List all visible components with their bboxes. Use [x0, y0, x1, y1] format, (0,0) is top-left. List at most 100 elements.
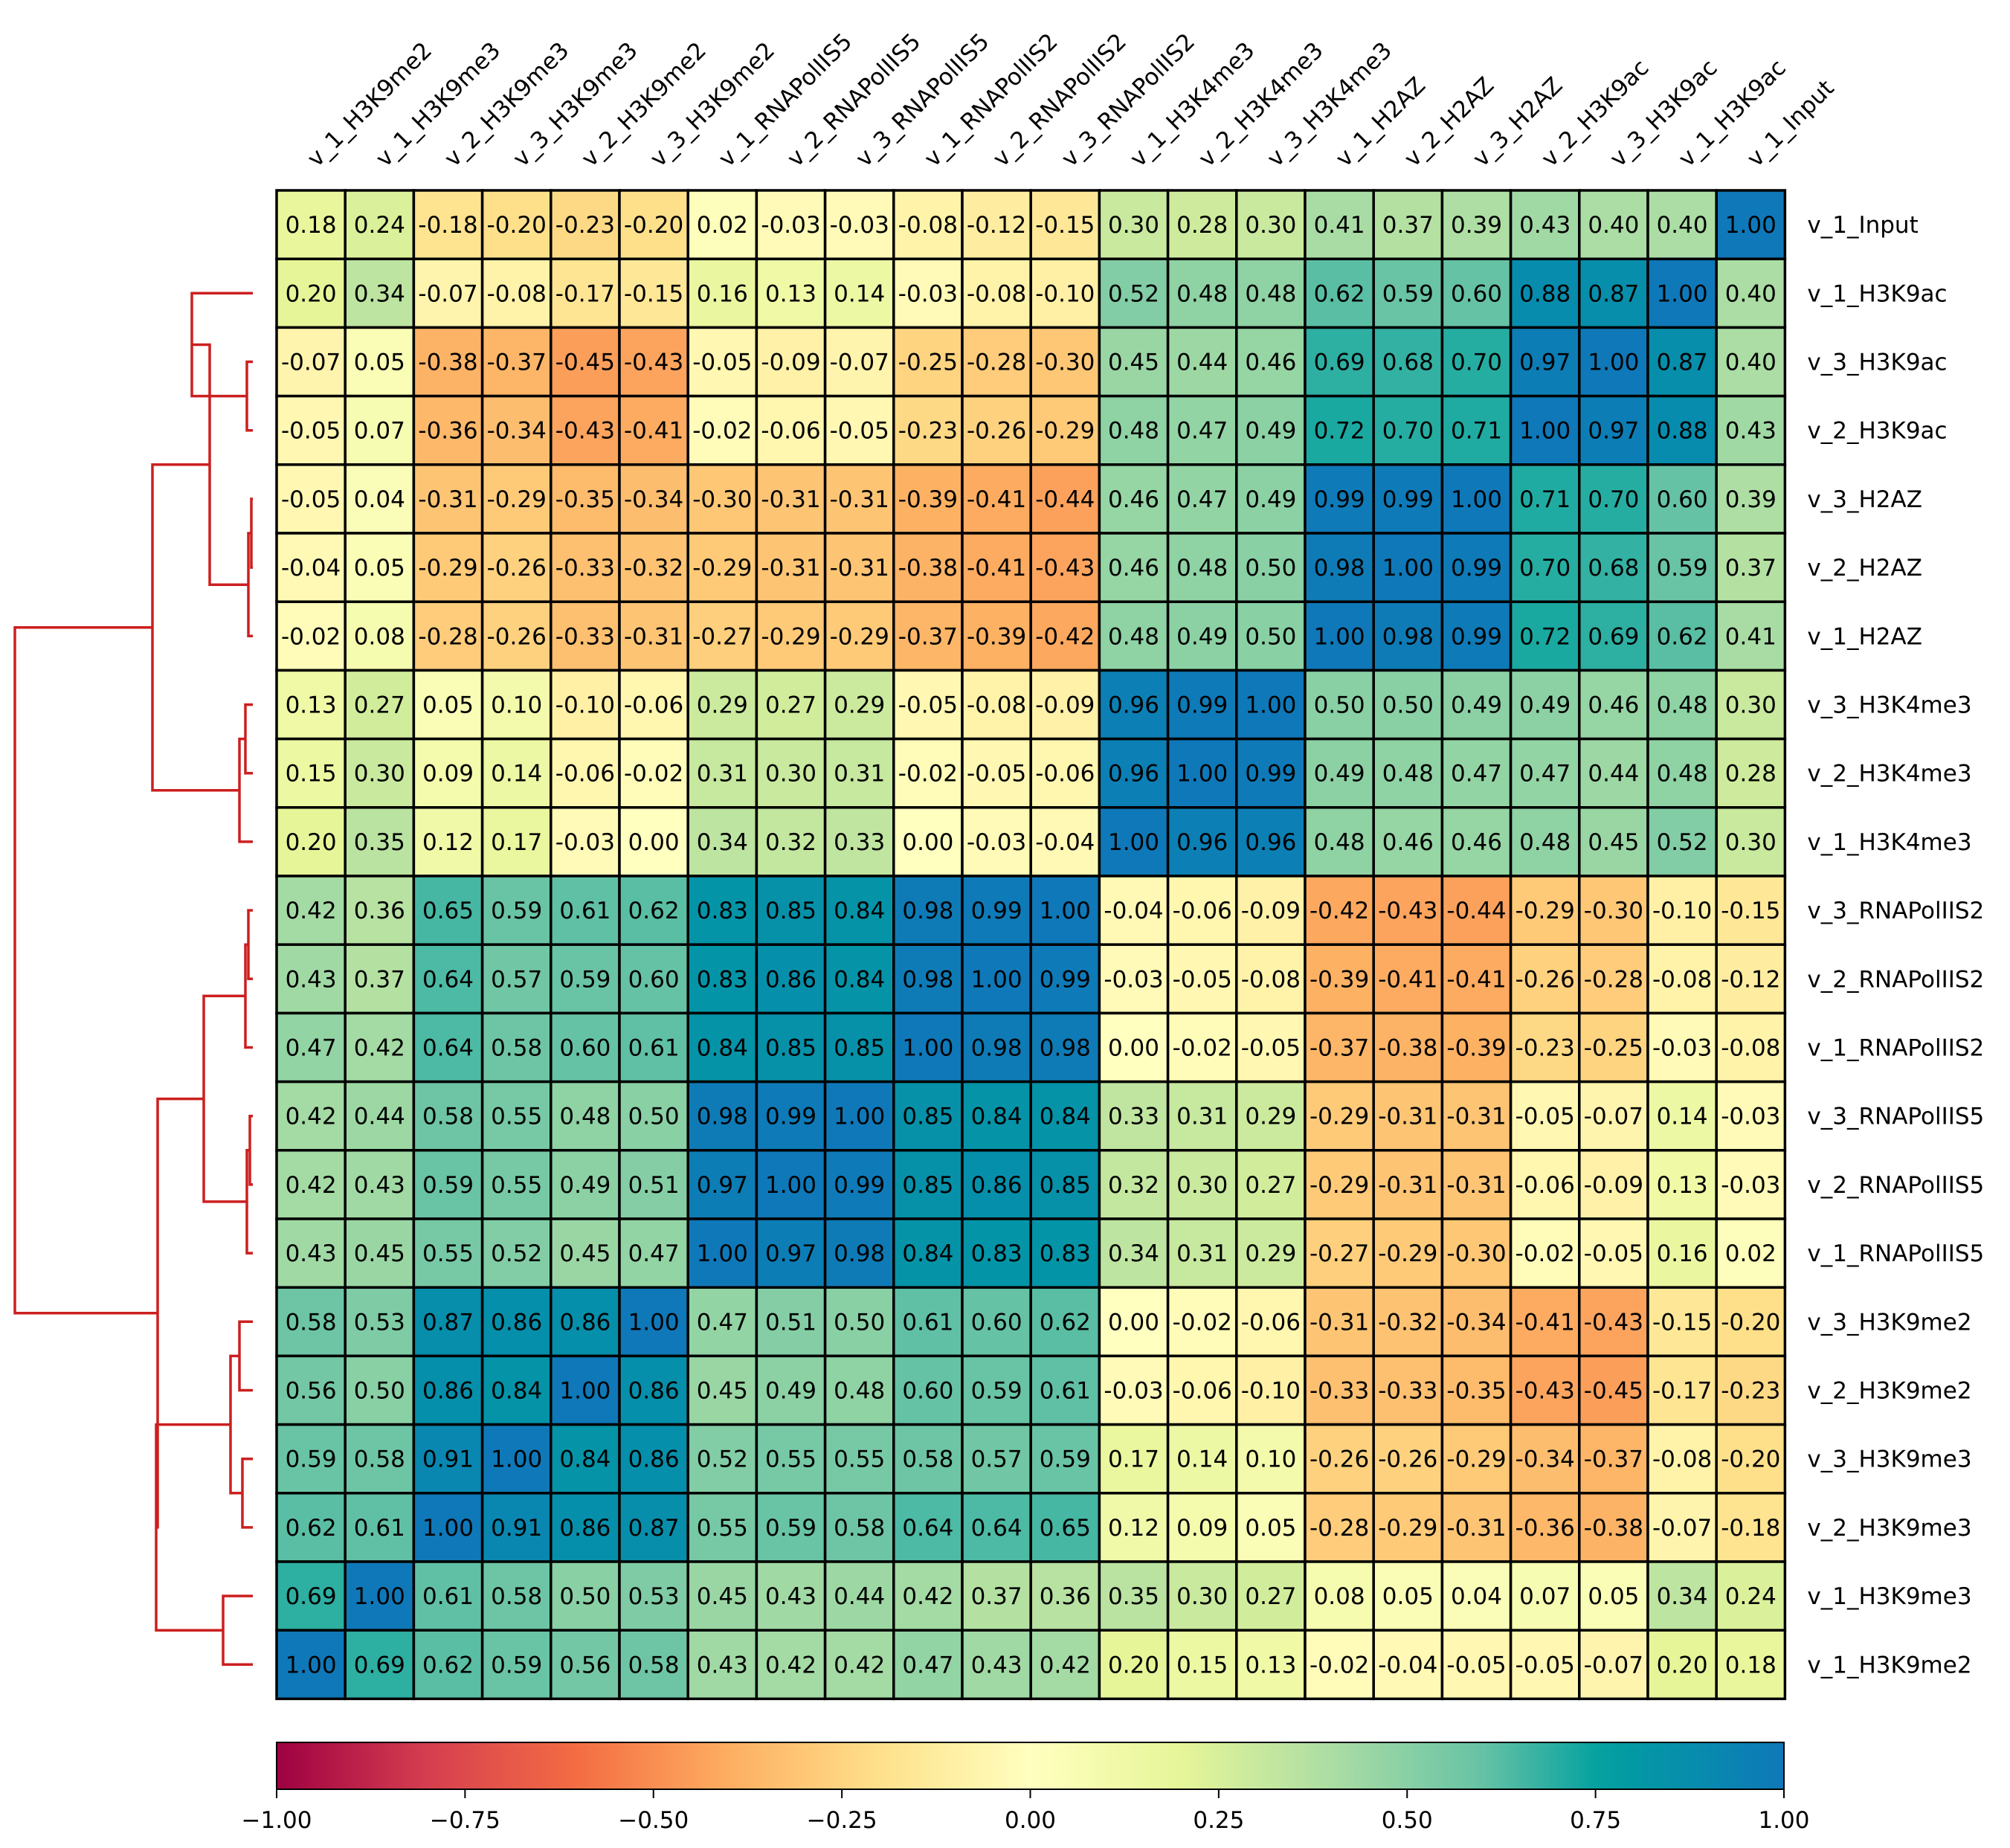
cell-value-label: 0.55 — [697, 1515, 748, 1542]
cell-value-label: -0.31 — [418, 486, 477, 513]
cell-value-label: -0.17 — [555, 280, 615, 307]
cell-value-label: -0.32 — [1378, 1309, 1437, 1336]
cell-value-label: 0.30 — [765, 761, 816, 788]
heatmap-cell — [1440, 669, 1513, 741]
cell-value-label: 0.97 — [697, 1172, 748, 1199]
cell-value-label: -0.41 — [967, 555, 1026, 582]
heatmap-cell — [550, 737, 621, 809]
heatmap-cell — [686, 806, 758, 878]
cell-value-label: 0.71 — [1519, 486, 1571, 513]
cell-value-label: 0.43 — [286, 966, 337, 993]
heatmap-cell — [618, 1217, 689, 1289]
heatmap-cell — [1235, 600, 1307, 672]
heatmap-cell — [275, 737, 347, 809]
cell-value-label: 0.46 — [1245, 350, 1296, 376]
cell-value-label: -0.39 — [1446, 1035, 1506, 1062]
heatmap-cell — [344, 1080, 416, 1152]
cell-value-label: 0.34 — [1657, 1583, 1708, 1610]
cell-value-label: -0.03 — [1104, 966, 1163, 993]
cell-value-label: -0.28 — [418, 623, 477, 650]
cell-value-label: -0.30 — [692, 486, 752, 513]
cell-value-label: 0.43 — [765, 1583, 816, 1610]
cell-value-label: 0.49 — [1176, 623, 1228, 650]
cell-value-label: 0.52 — [697, 1446, 748, 1473]
heatmap-cell — [823, 1217, 895, 1289]
cell-value-label: -0.29 — [1310, 1172, 1369, 1199]
heatmap-cell — [961, 943, 1032, 1015]
cell-value-label: -0.30 — [1035, 350, 1095, 376]
cell-value-label: 0.62 — [628, 898, 680, 924]
heatmap-cell — [1166, 600, 1238, 672]
heatmap-cell — [1098, 806, 1170, 878]
cell-value-label: 0.96 — [1245, 829, 1296, 856]
cell-value-label: 0.48 — [1176, 280, 1228, 307]
heatmap-cell — [618, 189, 689, 260]
heatmap-cell — [275, 257, 347, 329]
cell-value-label: 0.40 — [1588, 212, 1639, 239]
heatmap-cell — [618, 806, 689, 878]
heatmap-cell — [1715, 875, 1787, 946]
cell-value-label: 0.59 — [1657, 555, 1708, 582]
cell-value-label: -0.07 — [1584, 1104, 1643, 1130]
cell-value-label: 0.86 — [491, 1309, 542, 1336]
row-label: v_1_Input — [1807, 212, 1918, 239]
cell-value-label: -0.39 — [898, 486, 958, 513]
heatmap-cell — [1715, 1354, 1787, 1426]
cell-value-label: 1.00 — [559, 1378, 611, 1405]
heatmap-cell — [550, 1080, 621, 1152]
cell-value-label: 0.49 — [1519, 692, 1571, 719]
heatmap-cell — [1235, 1492, 1307, 1563]
heatmap-cell — [1578, 532, 1649, 603]
cell-value-label: 0.12 — [1108, 1515, 1159, 1542]
cell-value-label: 0.99 — [765, 1104, 816, 1130]
heatmap-cell — [1166, 1629, 1238, 1701]
cell-value-label: -0.08 — [1652, 1446, 1712, 1473]
cell-value-label: 0.84 — [971, 1104, 1022, 1130]
row-label: v_2_RNAPolIIS2 — [1807, 966, 1984, 993]
heatmap-cell — [1098, 1080, 1170, 1152]
cell-value-label: -0.45 — [555, 350, 615, 376]
heatmap-cell — [1715, 1011, 1787, 1084]
cell-value-label: 0.59 — [491, 1652, 542, 1678]
cell-value-label: -0.12 — [1721, 966, 1780, 993]
cell-value-label: 0.83 — [697, 966, 748, 993]
cell-value-label: 0.44 — [1588, 761, 1639, 788]
heatmap-cell — [618, 1149, 689, 1220]
dendrogram-branch — [245, 360, 253, 432]
cell-value-label: -0.29 — [1310, 1104, 1369, 1130]
cell-value-label: -0.31 — [1378, 1172, 1437, 1199]
cell-value-label: 0.48 — [1108, 623, 1159, 650]
cell-value-label: -0.15 — [1721, 898, 1780, 924]
cell-value-label: -0.25 — [898, 350, 958, 376]
dendrogram-branch — [151, 463, 239, 792]
heatmap-cell — [1440, 394, 1513, 466]
cell-value-label: -0.08 — [1721, 1035, 1780, 1062]
cell-value-label: 1.00 — [1314, 623, 1365, 650]
heatmap-cell — [961, 326, 1032, 398]
cell-value-label: 0.15 — [1176, 1652, 1228, 1678]
heatmap-cell — [755, 532, 827, 603]
cell-value-label: -0.25 — [1584, 1035, 1643, 1062]
dendrogram-branch — [13, 626, 158, 1315]
cell-value-label: -0.30 — [1446, 1240, 1506, 1267]
cell-value-label: 0.64 — [971, 1515, 1022, 1542]
cell-value-label: 0.04 — [1451, 1583, 1502, 1610]
heatmap-cell — [550, 1629, 621, 1701]
cell-value-label: 0.86 — [422, 1378, 474, 1405]
cell-value-label: -0.31 — [761, 555, 820, 582]
cell-value-label: -0.08 — [967, 692, 1026, 719]
cell-value-label: 0.88 — [1519, 280, 1571, 307]
cell-value-label: -0.03 — [1104, 1378, 1163, 1405]
cell-value-label: -0.41 — [967, 486, 1026, 513]
heatmap-cell — [550, 189, 621, 260]
cell-value-label: 0.24 — [1725, 1583, 1777, 1610]
cell-value-label: -0.07 — [1584, 1652, 1643, 1678]
cell-value-label: 0.65 — [1040, 1515, 1091, 1542]
cell-value-label: 0.13 — [1657, 1172, 1708, 1199]
cell-value-label: 0.50 — [1245, 555, 1296, 582]
heatmap-cell — [686, 669, 758, 741]
heatmap-cell — [618, 463, 689, 535]
cell-value-label: 1.00 — [1176, 761, 1228, 788]
cell-value-label: 0.34 — [697, 829, 748, 856]
cell-value-label: 0.31 — [834, 761, 885, 788]
